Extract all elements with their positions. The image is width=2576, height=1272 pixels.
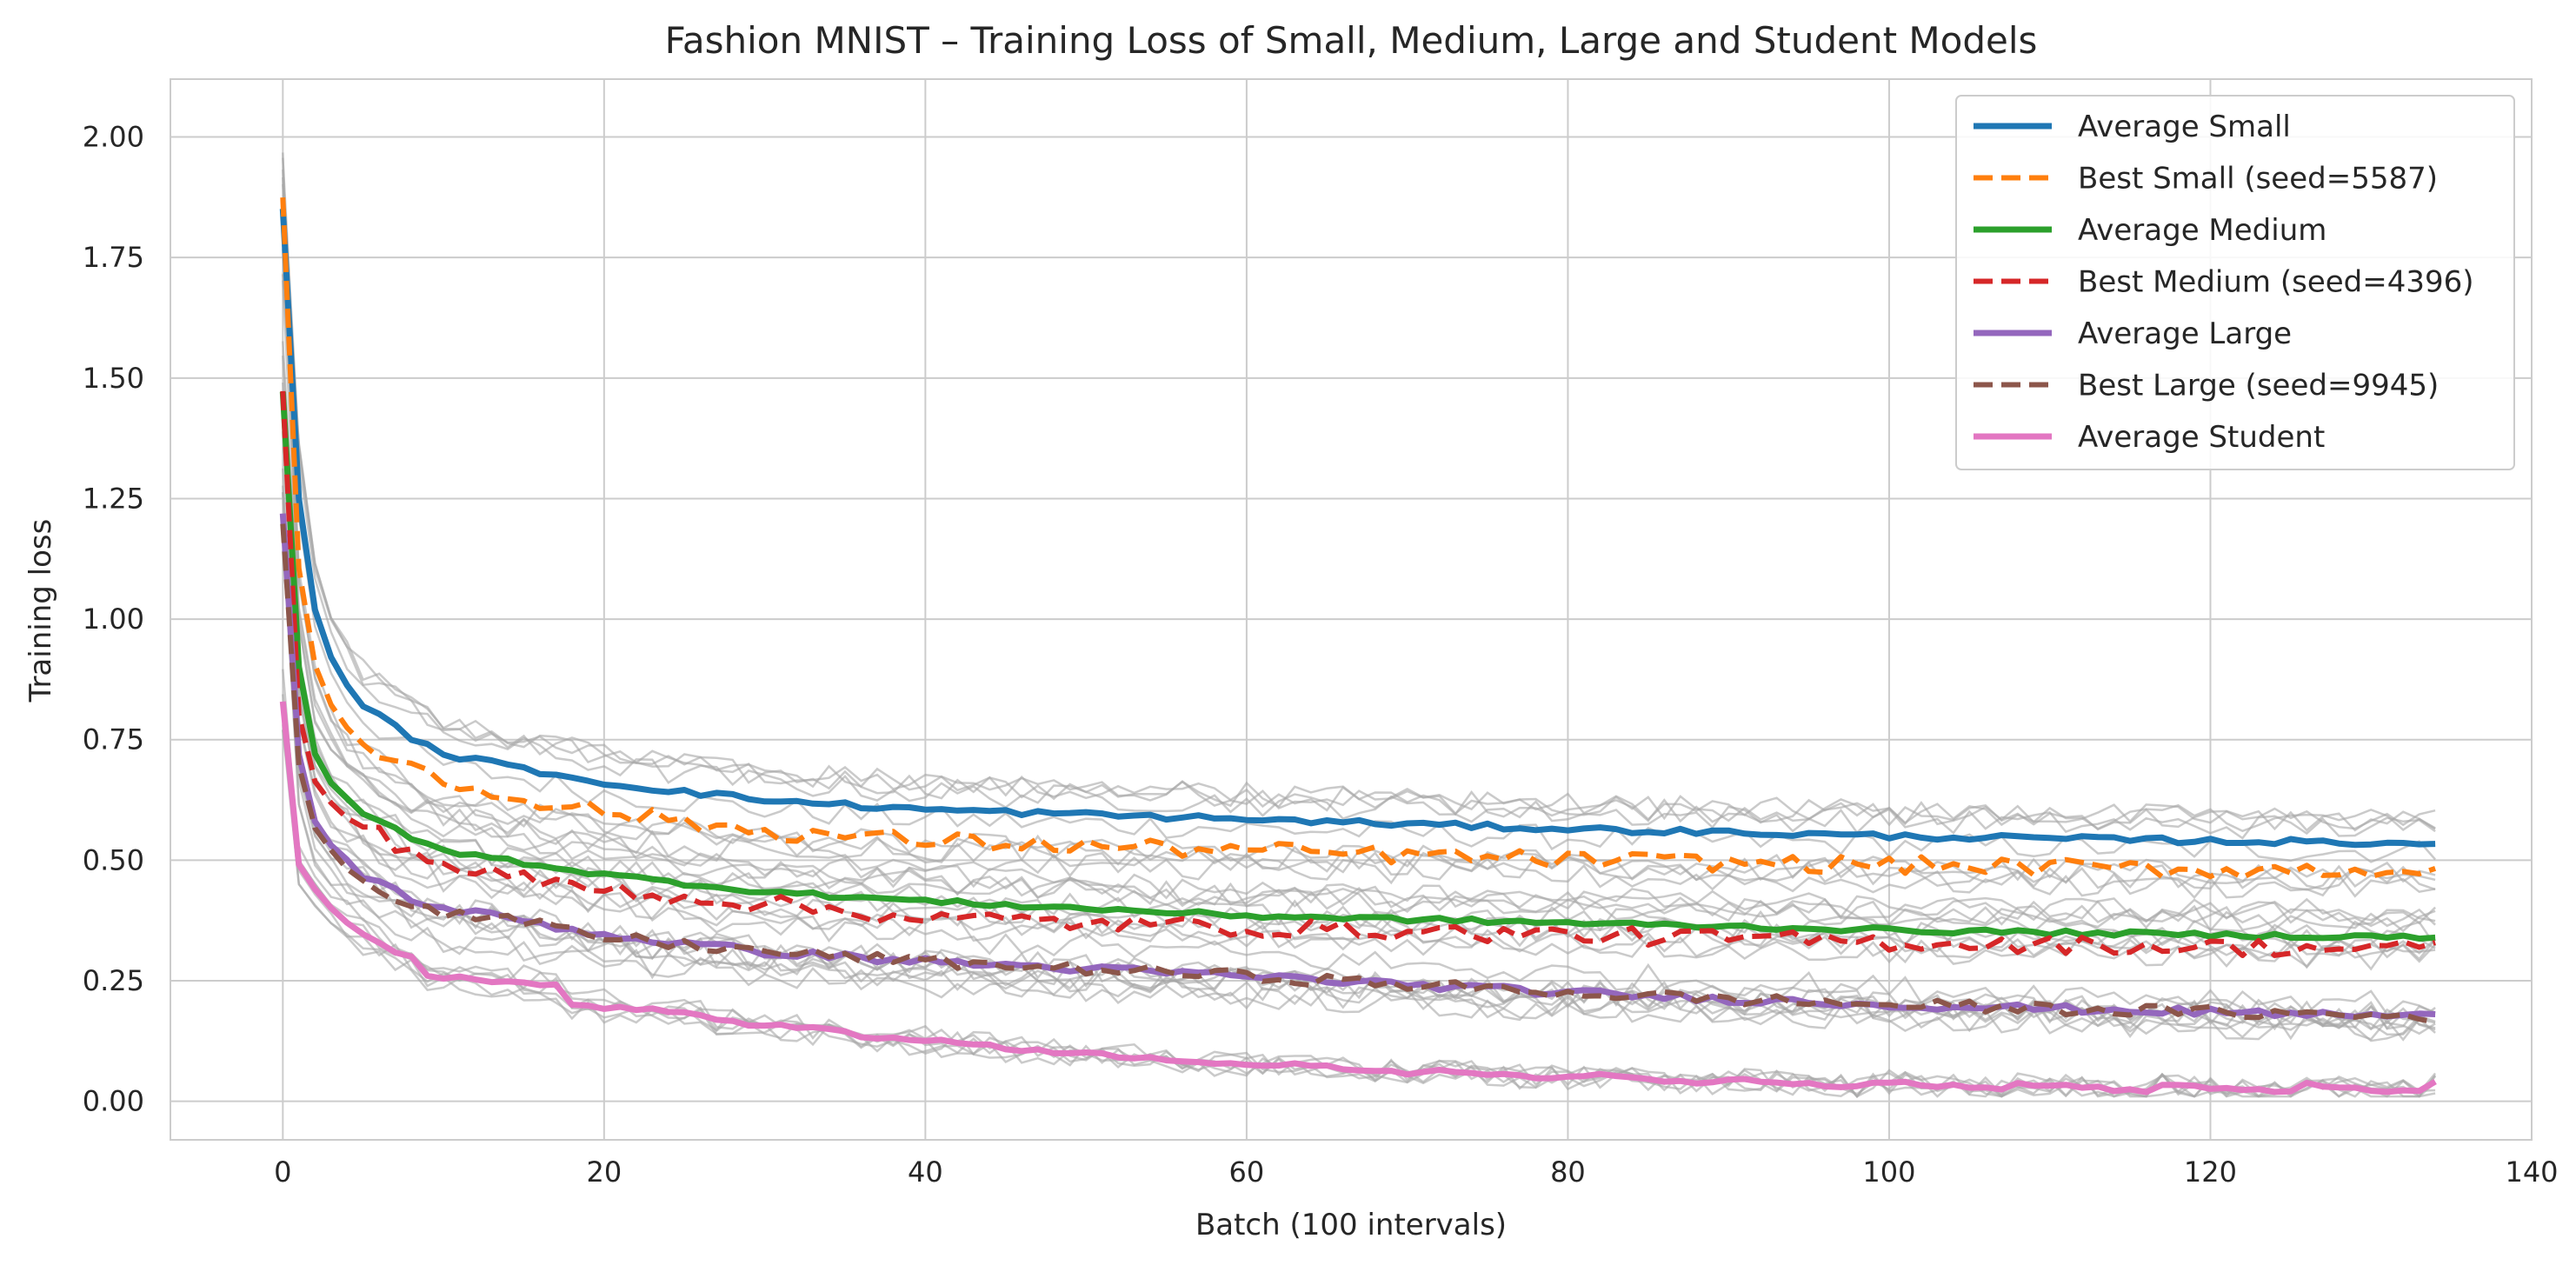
y-axis-label: Training loss — [23, 519, 58, 703]
y-tick-label: 1.25 — [83, 482, 144, 515]
series-line-best-large-seed-9945 — [280, 523, 2436, 1025]
legend-label: Average Medium — [2078, 213, 2326, 248]
legend: Average Small Best Small (seed=5587) Avera… — [1955, 95, 2515, 470]
y-tick-label: 0.00 — [83, 1085, 144, 1118]
x-tick-label: 0 — [274, 1155, 291, 1189]
legend-label: Best Large (seed=9945) — [2078, 369, 2439, 403]
x-tick-label: 40 — [908, 1155, 943, 1189]
chart-title: Fashion MNIST – Training Loss of Small, … — [665, 19, 2038, 62]
y-tick-label: 1.50 — [83, 362, 144, 395]
series-line-best-small-seed-5587 — [280, 196, 2437, 881]
series-line-average-student — [279, 701, 2437, 1096]
legend-label: Average Large — [2078, 316, 2292, 351]
y-tick-label: 2.00 — [83, 121, 144, 154]
series-line-average-small — [279, 209, 2436, 849]
y-tick-label: 0.50 — [83, 843, 144, 876]
plot-frame — [170, 78, 2533, 1141]
y-tick-label: 1.00 — [83, 603, 144, 636]
individual-run-line — [282, 539, 2436, 1042]
legend-label: Average Student — [2078, 420, 2325, 455]
individual-run-line — [282, 169, 2436, 840]
individual-run-line — [282, 399, 2436, 926]
individual-run-line — [282, 414, 2437, 947]
x-tick-labels: 0 20 40 60 80 100 120 140 — [274, 1155, 2558, 1189]
legend-box — [1955, 95, 2515, 470]
individual-run-line — [282, 529, 2436, 1042]
individual-runs — [282, 152, 2437, 1099]
x-tick-label: 20 — [586, 1155, 622, 1189]
x-tick-label: 100 — [1862, 1155, 1915, 1189]
x-tick-label: 120 — [2184, 1155, 2237, 1189]
x-axis-label: Batch (100 intervals) — [1195, 1208, 1507, 1242]
individual-run-line — [282, 468, 2436, 1016]
series-lines — [279, 196, 2437, 1096]
y-tick-label: 1.75 — [83, 241, 144, 274]
legend-label: Average Small — [2078, 110, 2291, 144]
x-tick-label: 140 — [2505, 1155, 2558, 1189]
series-line-average-medium — [279, 391, 2436, 942]
individual-run-line — [282, 176, 2436, 891]
y-tick-label: 0.25 — [83, 964, 144, 997]
individual-run-line — [282, 430, 2436, 971]
x-tick-label: 60 — [1229, 1155, 1265, 1189]
legend-label: Best Small (seed=5587) — [2078, 162, 2438, 196]
individual-run-line — [282, 356, 2436, 933]
individual-run-line — [282, 280, 2436, 900]
x-tick-label: 80 — [1550, 1155, 1586, 1189]
y-tick-label: 0.75 — [83, 723, 144, 756]
legend-label: Best Medium (seed=4396) — [2078, 265, 2474, 300]
series-line-best-medium-seed-4396 — [280, 390, 2436, 958]
y-tick-labels: 0.00 0.25 0.50 0.75 1.00 1.25 1.50 1.75 2.00 — [83, 121, 144, 1118]
